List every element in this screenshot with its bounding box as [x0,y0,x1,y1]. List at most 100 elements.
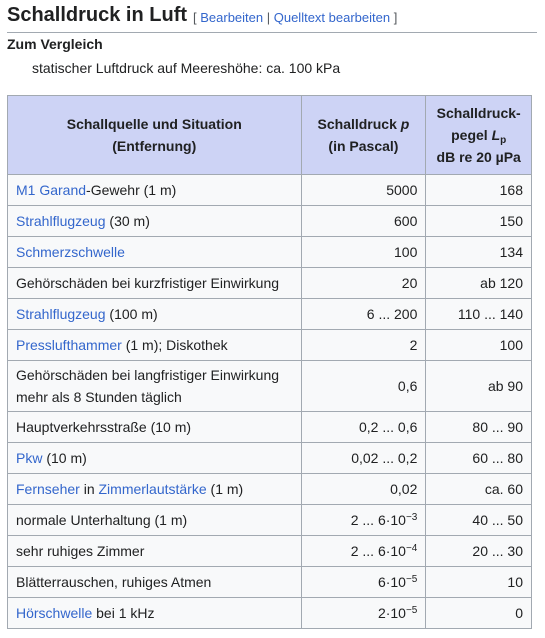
pressure-base: 2·10 [377,605,406,621]
table-row: Schmerzschwelle 100 134 [7,236,532,268]
edit-separator: | [263,10,274,25]
table-row: Fernseher in Zimmerlautstärke (1 m) 0,02… [7,473,532,505]
source-cell: M1 Garand-Gewehr (1 m) [7,174,302,206]
pressure-cell: 0,02 ... 0,2 [300,442,427,474]
pressure-cell: 0,6 [300,360,427,412]
edit-source-link[interactable]: Quelltext bearbeiten [273,10,391,25]
edit-links: [ Bearbeiten | Quelltext bearbeiten ] [193,10,397,25]
table-row: Strahlflugzeug (30 m) 600 150 [7,205,532,237]
edit-bracket-open: [ [193,10,201,25]
pressure-cell: 5000 [300,174,427,206]
table-row: Presslufthammer (1 m); Diskothek 2 100 [7,329,532,361]
level-cell: 20 ... 30 [425,535,532,567]
pressure-base: 2 ... 6·10 [350,512,406,528]
header-source-line2: (Entfernung) [112,138,197,154]
source-link[interactable]: Fernseher [16,481,80,497]
source-link[interactable]: Pkw [16,450,43,466]
header-level-line2: pegel [451,127,492,143]
header-source: Schallquelle und Situation (Entfernung) [7,95,302,175]
pressure-cell: 600 [300,205,427,237]
source-text: (100 m) [105,306,158,322]
pressure-cell: 0,02 [300,473,427,505]
source-cell: Gehörschäden bei kurzfristiger Einwirkun… [7,267,302,299]
source-cell: Blätterrauschen, ruhiges Atmen [7,566,302,598]
source-text: -Gewehr (1 m) [86,182,177,198]
subheading: Zum Vergleich [7,36,103,52]
level-cell: 0 [425,597,532,629]
level-cell: 110 ... 140 [425,298,532,330]
level-cell: 100 [425,329,532,361]
pressure-cell: 2·10−5 [300,597,427,629]
level-cell: 60 ... 80 [425,442,532,474]
header-level: Schalldruck- pegel Lp dB re 20 µPa [425,95,532,175]
pressure-base: 2 ... 6·10 [350,543,406,559]
table-row: Gehörschäden bei kurzfristiger Einwirkun… [7,267,532,299]
source-text: (30 m) [105,213,150,229]
header-level-subscript: p [500,135,507,146]
edit-bracket-close: ] [390,10,398,25]
source-link-2[interactable]: Zimmerlautstärke [98,481,207,497]
pressure-cell: 2 [300,329,427,361]
table-row: Strahlflugzeug (100 m) 6 ... 200 110 ...… [7,298,532,330]
level-cell: ab 120 [425,267,532,299]
table-row: Pkw (10 m) 0,02 ... 0,2 60 ... 80 [7,442,532,474]
source-text-3: (1 m) [206,481,244,497]
source-text: in [79,481,99,497]
source-cell: Hörschwelle bei 1 kHz [7,597,302,629]
source-text-line2: mehr als 8 Stunden täglich [16,389,182,405]
level-cell: 10 [425,566,532,598]
level-cell: 80 ... 90 [425,411,532,443]
header-pressure: Schalldruck p (in Pascal) [300,95,427,175]
level-cell: ca. 60 [425,473,532,505]
header-level-line1: Schalldruck- [436,105,521,121]
table-row: sehr ruhiges Zimmer 2 ... 6·10−4 20 ... … [7,535,532,567]
source-cell: Fernseher in Zimmerlautstärke (1 m) [7,473,302,505]
source-link[interactable]: M1 Garand [16,182,87,198]
source-cell: Schmerzschwelle [7,236,302,268]
header-level-symbol: L [491,127,501,143]
pressure-exponent: −3 [405,512,418,523]
level-cell: ab 90 [425,360,532,412]
table-row: normale Unterhaltung (1 m) 2 ... 6·10−3 … [7,504,532,536]
section-heading: Schalldruck in Luft [ Bearbeiten | Quell… [7,2,537,33]
source-link[interactable]: Hörschwelle [16,605,93,621]
level-cell: 134 [425,236,532,268]
source-cell: Strahlflugzeug (30 m) [7,205,302,237]
pressure-cell: 2 ... 6·10−3 [300,504,427,536]
pressure-cell: 20 [300,267,427,299]
header-source-line1: Schallquelle und Situation [66,116,242,132]
level-cell: 168 [425,174,532,206]
table-row: Gehörschäden bei langfristiger Einwirkun… [7,360,532,412]
pressure-cell: 6·10−5 [300,566,427,598]
header-pressure-symbol: p [400,116,410,132]
header-pressure-line1: Schalldruck [317,116,401,132]
source-link[interactable]: Presslufthammer [16,337,122,353]
source-text: bei 1 kHz [92,605,155,621]
pressure-cell: 100 [300,236,427,268]
source-cell: Strahlflugzeug (100 m) [7,298,302,330]
edit-link[interactable]: Bearbeiten [200,10,264,25]
source-link[interactable]: Strahlflugzeug [16,306,106,322]
header-level-line3: dB re 20 µPa [436,149,521,165]
source-link[interactable]: Schmerzschwelle [16,244,125,260]
table-row: Hörschwelle bei 1 kHz 2·10−5 0 [7,597,532,629]
table-row: Blätterrauschen, ruhiges Atmen 6·10−5 10 [7,566,532,598]
pressure-exponent: −5 [405,574,418,585]
source-link[interactable]: Strahlflugzeug [16,213,106,229]
source-cell: sehr ruhiges Zimmer [7,535,302,567]
level-cell: 40 ... 50 [425,504,532,536]
pressure-cell: 2 ... 6·10−4 [300,535,427,567]
level-cell: 150 [425,205,532,237]
section-title: Schalldruck in Luft [7,4,188,26]
source-cell: normale Unterhaltung (1 m) [7,504,302,536]
pressure-note: statischer Luftdruck auf Meereshöhe: ca.… [32,60,341,76]
pressure-base: 6·10 [377,574,406,590]
table-header-row: Schallquelle und Situation (Entfernung) … [7,95,532,175]
pressure-cell: 0,2 ... 0,6 [300,411,427,443]
source-cell: Presslufthammer (1 m); Diskothek [7,329,302,361]
table-row: M1 Garand-Gewehr (1 m) 5000 168 [7,174,532,206]
header-pressure-line2: (in Pascal) [328,138,399,154]
source-text: Gehörschäden bei langfristiger Einwirkun… [16,367,280,383]
source-cell: Hauptverkehrsstraße (10 m) [7,411,302,443]
source-text: (10 m) [42,450,87,466]
